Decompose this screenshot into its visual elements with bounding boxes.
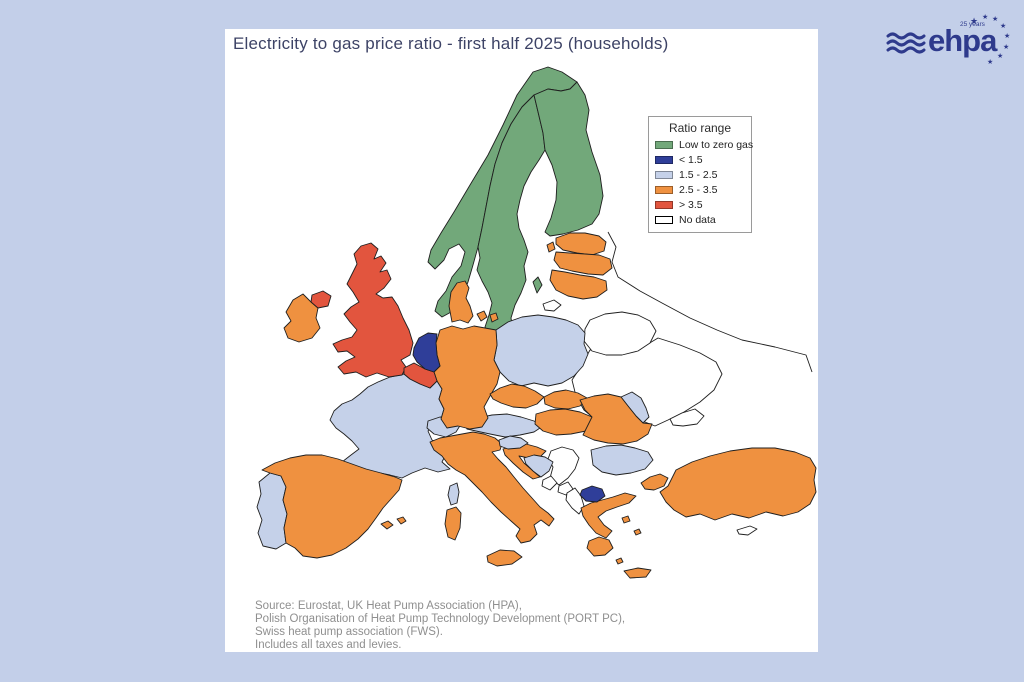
country-estonia: [555, 232, 607, 256]
country-turkey: [659, 447, 817, 521]
country-kaliningrad: [542, 299, 562, 312]
source-line: Includes all taxes and levies.: [255, 639, 402, 651]
star-icon: ★: [1000, 23, 1007, 30]
star-icon: ★: [997, 53, 1004, 60]
region-turkish-thrace: [640, 473, 669, 491]
legend-label: < 1.5: [679, 154, 703, 166]
island-zealand: [489, 312, 499, 323]
russia-border-line: [607, 231, 813, 373]
legend-item-low_to_zero_gas: Low to zero gas: [655, 139, 753, 151]
legend-item-r_1_5_to_2_5: 1.5 - 2.5: [655, 169, 745, 181]
page-title: Electricity to gas price ratio - first h…: [233, 34, 669, 53]
source-note: Source: Eurostat, UK Heat Pump Associati…: [255, 600, 625, 652]
star-icon: ★: [987, 59, 994, 66]
country-bosnia-herzegovina: [523, 454, 554, 478]
legend-title: Ratio range: [668, 121, 732, 135]
star-icon: ★: [992, 16, 999, 23]
island-crete: [623, 567, 652, 579]
country-cyprus: [736, 525, 758, 536]
legend-swatch-low_to_zero_gas: [655, 141, 673, 149]
island-sardinia: [444, 506, 462, 541]
island-aegean-2: [633, 528, 642, 536]
country-belarus: [583, 311, 657, 356]
country-netherlands: [412, 332, 441, 373]
country-slovenia: [498, 435, 529, 450]
ehpa-wordmark: ehpa: [928, 23, 997, 58]
legend-label: Low to zero gas: [679, 139, 754, 151]
country-portugal: [256, 472, 288, 550]
region-peloponnese: [586, 536, 614, 557]
country-sweden: [476, 94, 546, 344]
legend-item-r_2_5_to_3_5: 2.5 - 3.5: [655, 184, 745, 196]
country-north-macedonia: [579, 485, 606, 503]
star-icon: ★: [982, 14, 989, 21]
country-denmark: [448, 280, 474, 324]
country-czechia: [489, 383, 545, 409]
region-northern-ireland: [310, 290, 332, 309]
country-germany: [433, 325, 501, 430]
star-icon: ★: [970, 16, 979, 26]
island-corsica: [447, 482, 460, 506]
country-italy: [429, 431, 555, 544]
country-montenegro: [541, 475, 558, 491]
island-gotland: [532, 276, 543, 294]
legend-swatch-r_2_5_to_3_5: [655, 186, 673, 194]
legend-swatch-r_1_5_to_2_5: [655, 171, 673, 179]
legend-label: 2.5 - 3.5: [679, 184, 718, 196]
legend-item-no_data: No data: [655, 214, 745, 226]
source-line: Swiss heat pump association (FWS).: [255, 626, 443, 638]
star-icon: ★: [1003, 44, 1010, 51]
legend-swatch-gt_3_5: [655, 201, 673, 209]
legend: Ratio range Low to zero gas < 1.5 1.5 - 2.…: [648, 116, 753, 233]
legend-label: > 3.5: [679, 199, 703, 211]
country-belgium: [403, 362, 438, 389]
source-line: Source: Eurostat, UK Heat Pump Associati…: [255, 600, 522, 612]
country-united-kingdom: [332, 242, 414, 378]
island-aegean-1: [621, 515, 631, 524]
legend-swatch-no_data: [655, 216, 673, 224]
country-lithuania: [549, 269, 608, 300]
legend-item-lt_1_5: < 1.5: [655, 154, 745, 166]
ehpa-logo: ehpa 25 years ★ ★ ★ ★ ★ ★ ★ ★: [884, 14, 1016, 72]
country-crimea: [669, 408, 705, 427]
island-menorca: [396, 516, 407, 525]
country-bulgaria: [590, 444, 654, 476]
waves-icon: [886, 32, 926, 54]
legend-swatch-lt_1_5: [655, 156, 673, 164]
anniversary-label: 25 years: [960, 21, 985, 28]
country-latvia: [553, 251, 613, 276]
country-romania: [579, 393, 653, 445]
island-saaremaa: [546, 241, 556, 253]
star-icon: ★: [1004, 33, 1011, 40]
source-line: Polish Organisation of Heat Pump Technol…: [255, 613, 626, 625]
legend-items: Low to zero gas < 1.5 1.5 - 2.5 2.5 - 3.5 > …: [655, 139, 753, 226]
country-greece: [580, 492, 637, 539]
island-aegean-3: [615, 557, 624, 565]
legend-label: 1.5 - 2.5: [679, 169, 718, 181]
island-majorca: [380, 520, 394, 530]
country-spain: [261, 454, 403, 559]
country-poland: [493, 314, 589, 387]
legend-item-gt_3_5: > 3.5: [655, 199, 745, 211]
country-croatia: [502, 443, 547, 480]
country-finland: [533, 81, 604, 237]
island-sicily: [486, 549, 523, 567]
island-funen: [476, 310, 488, 322]
legend-label: No data: [679, 214, 716, 226]
